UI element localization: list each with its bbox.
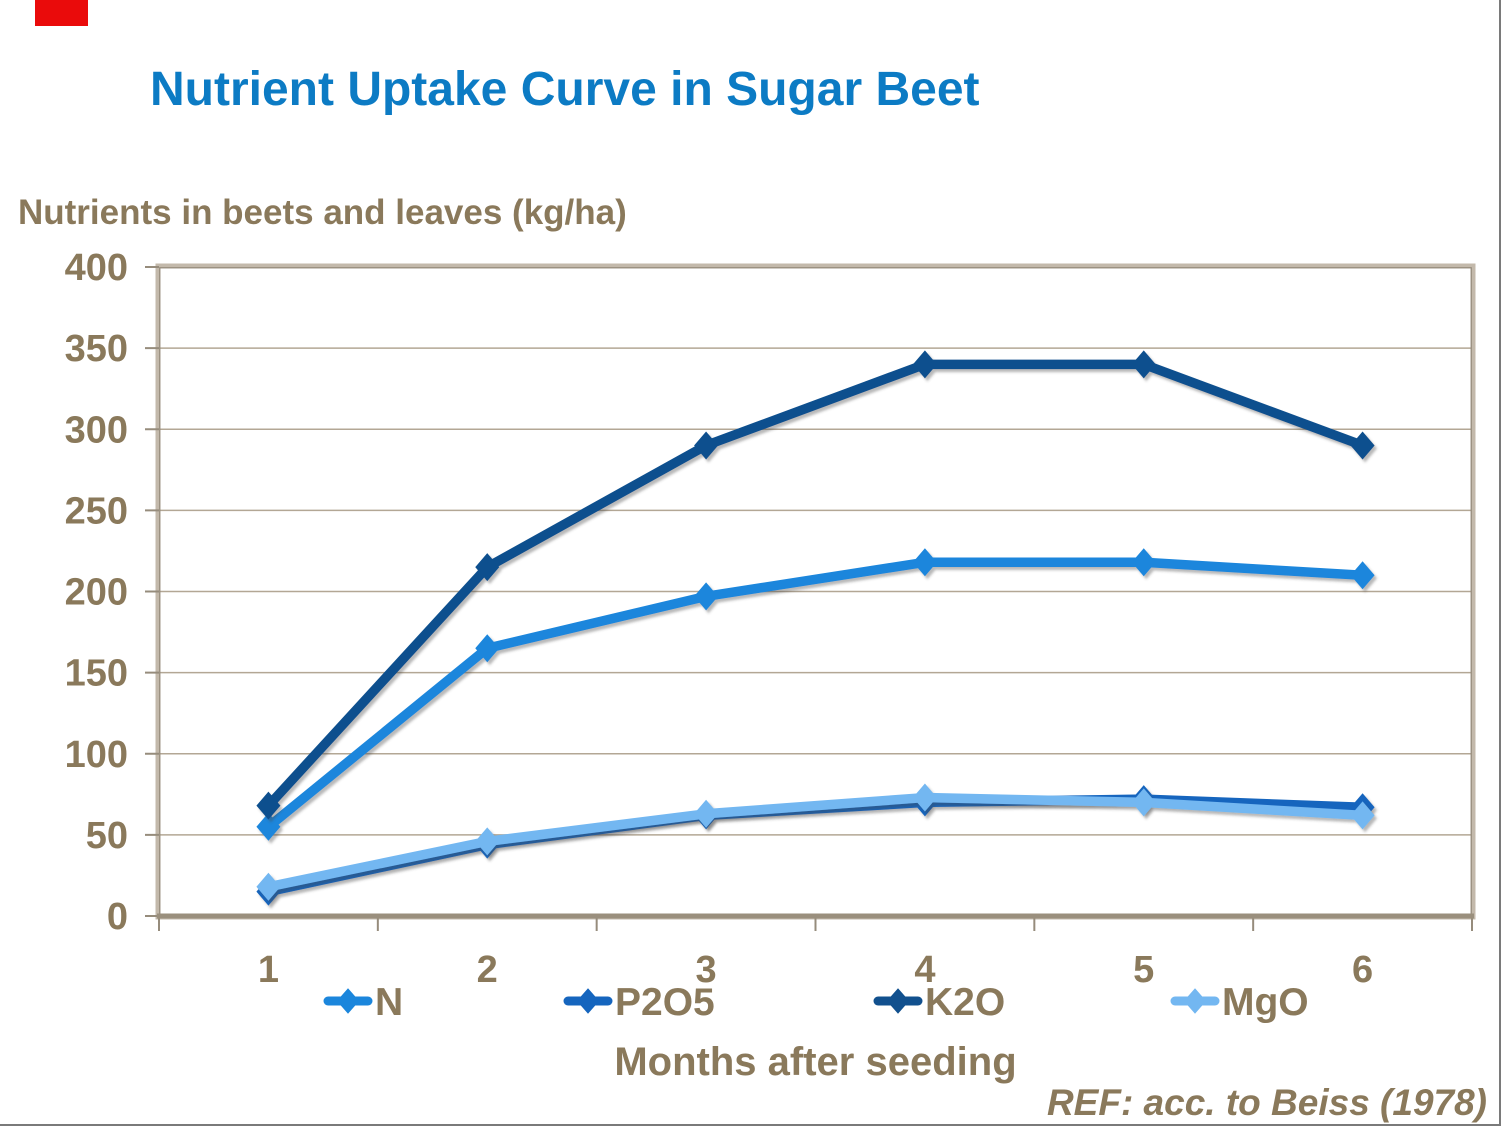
marker-K2O-3: [694, 431, 719, 460]
legend-marker-N: [336, 988, 360, 1014]
legend-marker-MgO: [1183, 988, 1207, 1014]
marker-MgO-6: [1350, 801, 1375, 830]
x-tick-label-2: 2: [477, 949, 498, 991]
y-tick-label-100: 100: [65, 734, 128, 776]
series-MgO: [256, 783, 1375, 901]
marker-K2O-6: [1350, 431, 1375, 460]
x-tick-label-4: 4: [914, 949, 935, 991]
y-tick-label-350: 350: [65, 328, 128, 370]
x-tick-label-6: 6: [1352, 949, 1373, 991]
marker-K2O-1: [256, 791, 281, 820]
marker-K2O-5: [1131, 350, 1156, 379]
chart-title: Nutrient Uptake Curve in Sugar Beet: [150, 63, 980, 116]
legend-label-N: N: [375, 981, 403, 1024]
series-line-K2O: [263, 359, 1368, 811]
series-N: [256, 548, 1375, 841]
series-K2O: [256, 350, 1375, 820]
y-tick-label-250: 250: [65, 490, 128, 532]
y-tick-label-300: 300: [65, 409, 128, 451]
series-line-N: [263, 557, 1368, 832]
marker-MgO-3: [694, 799, 719, 828]
legend-marker-K2O: [886, 988, 910, 1014]
marker-MgO-4: [912, 783, 937, 812]
marker-N-2: [475, 634, 500, 663]
y-tick-label-50: 50: [86, 815, 128, 857]
series-line-MgO: [263, 792, 1368, 892]
marker-K2O-2: [475, 553, 500, 582]
legend-label-P2O5: P2O5: [615, 981, 715, 1024]
y-tick-label-400: 400: [65, 247, 128, 289]
x-tick-label-5: 5: [1133, 949, 1154, 991]
y-axis-title: Nutrients in beets and leaves (kg/ha): [18, 193, 627, 232]
marker-N-4: [912, 548, 937, 577]
y-tick-label-150: 150: [65, 653, 128, 695]
series-line-P2O5: [263, 794, 1368, 897]
legend-label-K2O: K2O: [925, 981, 1005, 1024]
marker-N-1: [256, 812, 281, 841]
ref-citation: REF: acc. to Beiss (1978): [1046, 1082, 1487, 1123]
marker-MgO-2: [475, 827, 500, 856]
legend-label-MgO: MgO: [1222, 981, 1309, 1024]
red-accent-bar: [35, 0, 88, 26]
y-tick-label-200: 200: [65, 572, 128, 614]
marker-MgO-1: [256, 872, 281, 901]
marker-K2O-4: [912, 350, 937, 379]
marker-N-6: [1350, 561, 1375, 590]
x-tick-label-1: 1: [258, 949, 279, 991]
marker-N-3: [694, 582, 719, 611]
marker-N-5: [1131, 548, 1156, 577]
x-axis-title: Months after seeding: [614, 1040, 1017, 1084]
y-tick-label-0: 0: [107, 896, 128, 938]
marker-MgO-5: [1131, 788, 1156, 817]
x-tick-label-3: 3: [696, 949, 717, 991]
legend-marker-P2O5: [576, 988, 600, 1014]
